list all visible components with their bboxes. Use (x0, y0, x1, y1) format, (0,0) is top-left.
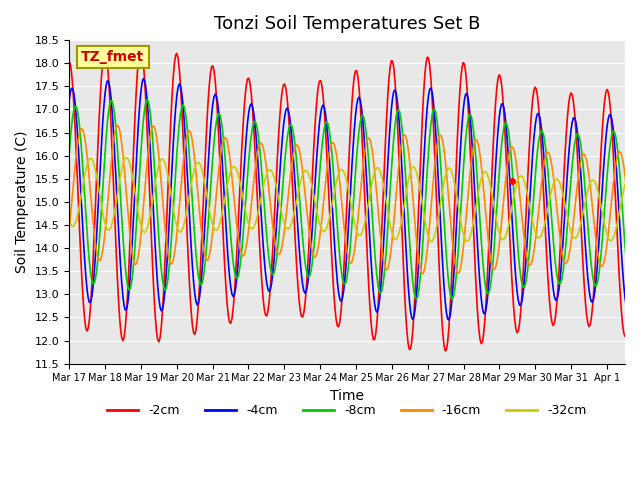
-2cm (442, 348, 449, 354)
-16cm (589, 205, 596, 211)
-32cm (65, 217, 73, 223)
Line: -2cm: -2cm (69, 48, 640, 351)
-4cm (415, 255, 423, 261)
-2cm (137, 45, 145, 50)
Y-axis label: Soil Temperature (C): Soil Temperature (C) (15, 131, 29, 273)
-4cm (589, 299, 596, 305)
-2cm (415, 198, 423, 204)
-16cm (308, 249, 316, 254)
-4cm (245, 109, 253, 115)
-4cm (490, 207, 497, 213)
-8cm (413, 296, 420, 302)
-16cm (490, 266, 497, 272)
Line: -4cm: -4cm (69, 79, 640, 320)
-8cm (589, 273, 596, 279)
-4cm (140, 76, 147, 82)
-8cm (245, 158, 253, 164)
-32cm (308, 185, 316, 191)
-2cm (308, 175, 316, 180)
-32cm (639, 235, 640, 241)
-8cm (490, 257, 497, 263)
-16cm (639, 245, 640, 251)
-32cm (490, 198, 497, 204)
-2cm (589, 303, 596, 309)
-16cm (387, 245, 395, 251)
Line: -8cm: -8cm (69, 100, 640, 299)
Text: TZ_fmet: TZ_fmet (81, 50, 145, 64)
-16cm (65, 227, 73, 232)
-32cm (589, 177, 596, 183)
-32cm (123, 155, 131, 160)
-16cm (113, 123, 121, 129)
-16cm (415, 258, 423, 264)
-4cm (308, 226, 316, 232)
-8cm (416, 276, 424, 282)
-32cm (245, 221, 253, 227)
Line: -32cm: -32cm (69, 157, 640, 241)
-2cm (387, 58, 395, 64)
Title: Tonzi Soil Temperatures Set B: Tonzi Soil Temperatures Set B (214, 15, 480, 33)
-4cm (65, 99, 73, 105)
-2cm (639, 76, 640, 82)
-32cm (427, 239, 435, 244)
Legend: -2cm, -4cm, -8cm, -16cm, -32cm: -2cm, -4cm, -8cm, -16cm, -32cm (102, 399, 592, 422)
-2cm (65, 58, 73, 64)
X-axis label: Time: Time (330, 389, 364, 403)
-2cm (245, 75, 253, 81)
-4cm (445, 317, 452, 323)
-4cm (387, 107, 395, 112)
-8cm (387, 168, 395, 174)
Line: -16cm: -16cm (69, 126, 640, 274)
-32cm (415, 180, 423, 186)
-32cm (387, 228, 395, 233)
-2cm (490, 143, 497, 149)
-4cm (639, 117, 640, 123)
-8cm (65, 154, 73, 159)
-8cm (143, 97, 151, 103)
-8cm (308, 260, 316, 265)
-8cm (639, 172, 640, 178)
-16cm (245, 226, 253, 232)
-16cm (419, 271, 426, 277)
